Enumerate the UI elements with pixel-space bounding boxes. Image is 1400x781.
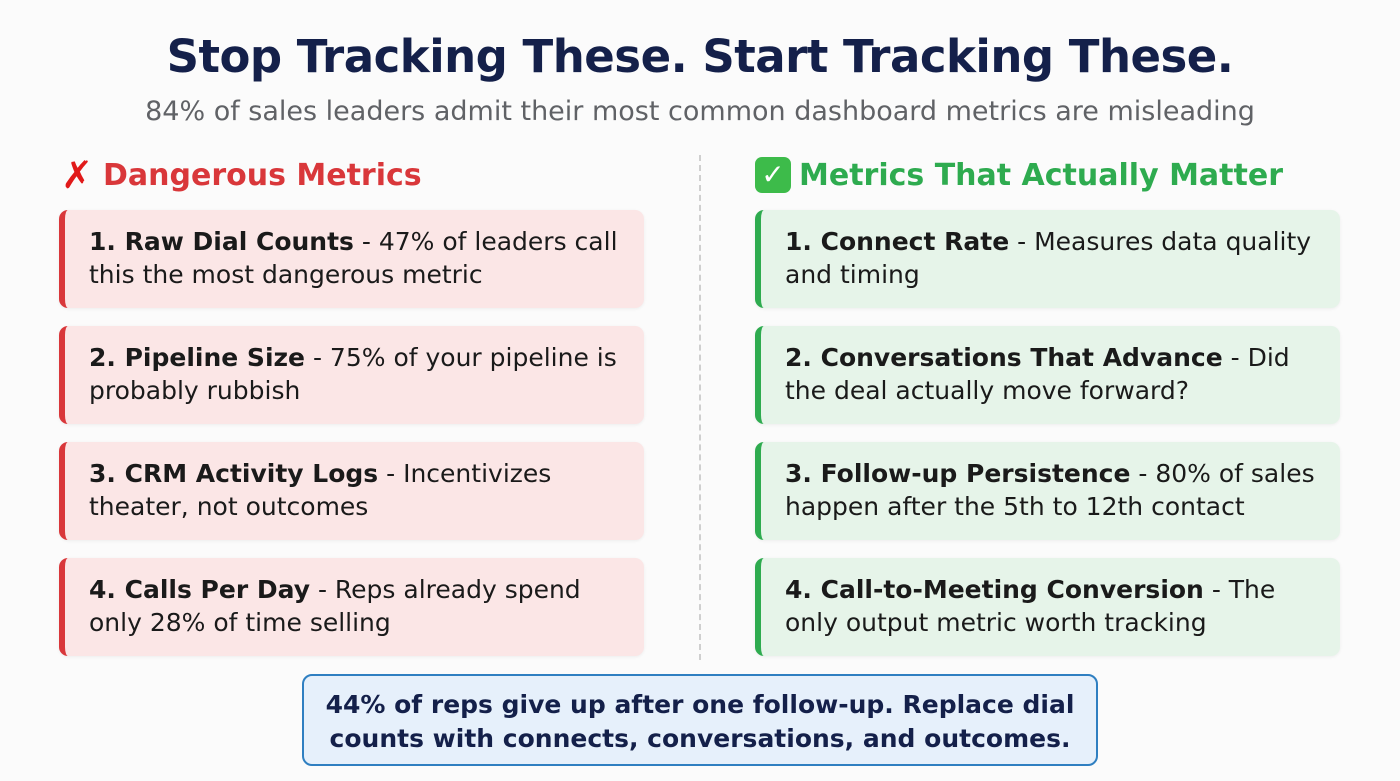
metric-title: 3. Follow-up Persistence [785, 459, 1131, 488]
dangerous-metric-card: 2. Pipeline Size - 75% of your pipeline … [59, 326, 644, 424]
page-title: Stop Tracking These. Start Tracking Thes… [166, 30, 1234, 83]
metric-title: 4. Calls Per Day [89, 575, 310, 604]
metric-title: 3. CRM Activity Logs [89, 459, 379, 488]
metric-title: 1. Raw Dial Counts [89, 227, 354, 256]
dangerous-metrics-column: ✗ Dangerous Metrics 1. Raw Dial Counts -… [59, 150, 644, 674]
dangerous-metric-card: 4. Calls Per Day - Reps already spend on… [59, 558, 644, 656]
metric-desc: - Incentivizes theater, not outcomes [89, 459, 552, 521]
metric-desc: - 80% of sales happen after the 5th to 1… [785, 459, 1315, 521]
metric-desc: - 75% of your pipeline is probably rubbi… [89, 343, 617, 405]
metric-desc: - 47% of leaders call this the most dang… [89, 227, 618, 289]
footer-callout: 44% of reps give up after one follow-up.… [302, 674, 1098, 766]
metric-desc: - Reps already spend only 28% of time se… [89, 575, 581, 637]
metrics-that-matter-column: ✓ Metrics That Actually Matter 1. Connec… [755, 150, 1340, 674]
dangerous-metrics-heading: ✗ Dangerous Metrics [59, 150, 644, 200]
metric-title: 2. Conversations That Advance [785, 343, 1223, 372]
good-metric-card: 4. Call-to-Meeting Conversion - The only… [755, 558, 1340, 656]
good-metric-card: 2. Conversations That Advance - Did the … [755, 326, 1340, 424]
good-metric-card: 3. Follow-up Persistence - 80% of sales … [755, 442, 1340, 540]
metrics-that-matter-heading: ✓ Metrics That Actually Matter [755, 150, 1340, 200]
metric-title: 1. Connect Rate [785, 227, 1010, 256]
heading-label: Metrics That Actually Matter [799, 157, 1283, 193]
metric-desc: - The only output metric worth tracking [785, 575, 1276, 637]
good-metric-card: 1. Connect Rate - Measures data quality … [755, 210, 1340, 308]
green-check-icon: ✓ [755, 157, 791, 193]
heading-label: Dangerous Metrics [103, 157, 422, 193]
metric-title: 4. Call-to-Meeting Conversion [785, 575, 1204, 604]
dangerous-metric-card: 1. Raw Dial Counts - 47% of leaders call… [59, 210, 644, 308]
metric-desc: - Measures data quality and timing [785, 227, 1312, 289]
page-subtitle: 84% of sales leaders admit their most co… [145, 96, 1255, 127]
column-divider [699, 155, 701, 660]
dangerous-metric-card: 3. CRM Activity Logs - Incentivizes thea… [59, 442, 644, 540]
metric-desc: - Did the deal actually move forward? [785, 343, 1290, 405]
metric-title: 2. Pipeline Size [89, 343, 306, 372]
red-x-icon: ✗ [61, 153, 93, 197]
